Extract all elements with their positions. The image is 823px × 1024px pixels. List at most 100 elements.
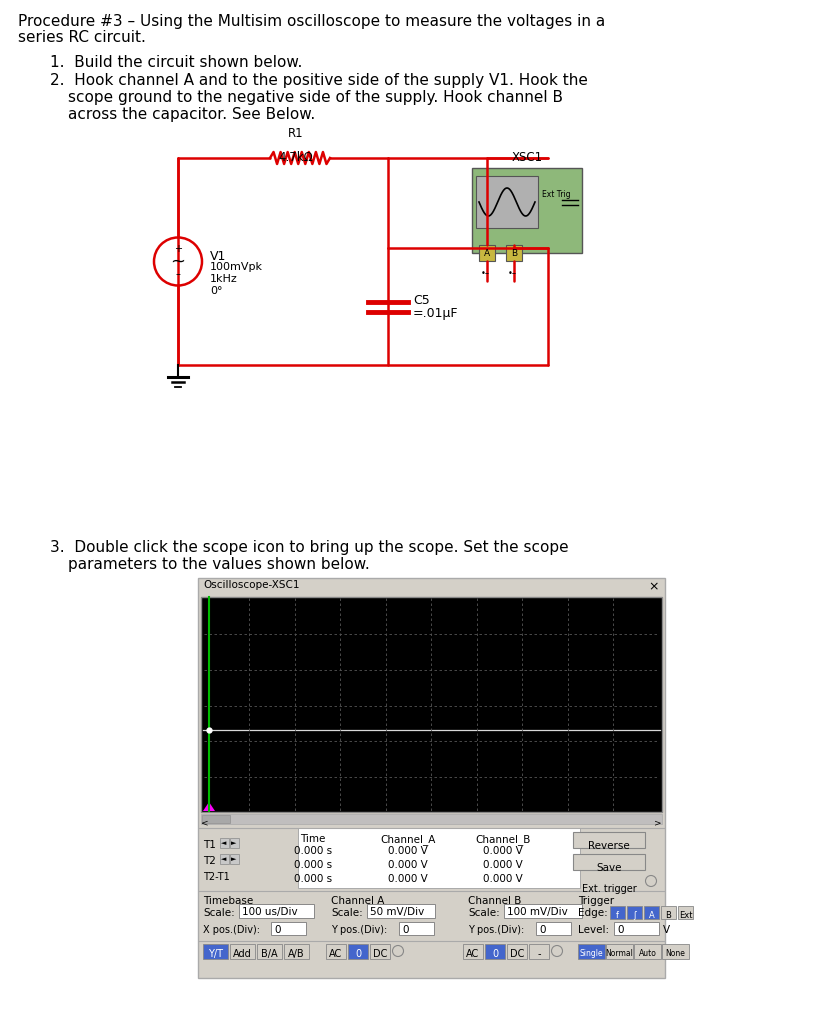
Text: 0.000 s: 0.000 s — [294, 860, 332, 870]
Text: A: A — [484, 250, 490, 258]
Text: 0°: 0° — [210, 286, 222, 296]
Text: <: < — [201, 818, 208, 827]
Text: 2.  Hook channel A and to the positive side of the supply V1. Hook the: 2. Hook channel A and to the positive si… — [50, 73, 588, 88]
Text: -: - — [537, 949, 541, 959]
Text: Time: Time — [300, 834, 326, 844]
FancyBboxPatch shape — [220, 838, 229, 848]
Text: Ext: Ext — [679, 911, 692, 920]
FancyBboxPatch shape — [536, 922, 571, 935]
FancyBboxPatch shape — [644, 906, 659, 919]
Text: Ext. trigger: Ext. trigger — [582, 884, 636, 894]
FancyBboxPatch shape — [578, 944, 605, 959]
FancyBboxPatch shape — [463, 944, 483, 959]
Text: 0.000 V: 0.000 V — [483, 846, 523, 856]
Text: 1kHz: 1kHz — [210, 274, 238, 285]
Text: AC: AC — [329, 949, 342, 959]
FancyBboxPatch shape — [606, 944, 633, 959]
Text: B/A: B/A — [261, 949, 278, 959]
FancyBboxPatch shape — [257, 944, 282, 959]
FancyBboxPatch shape — [230, 854, 239, 864]
Text: ►: ► — [231, 856, 236, 862]
FancyBboxPatch shape — [239, 904, 314, 918]
FancyBboxPatch shape — [201, 597, 662, 812]
FancyBboxPatch shape — [326, 944, 346, 959]
Text: A: A — [649, 911, 654, 920]
Text: Scale:: Scale: — [203, 908, 235, 918]
Text: DC: DC — [509, 949, 524, 959]
Text: Auto: Auto — [639, 949, 657, 958]
Text: >: > — [654, 818, 662, 827]
Text: Timebase: Timebase — [203, 896, 253, 906]
Text: 0.000 V: 0.000 V — [483, 874, 523, 884]
Text: Reverse: Reverse — [588, 841, 630, 851]
Text: Y pos.(Div):: Y pos.(Div): — [468, 925, 524, 935]
Text: 4.7kΩ: 4.7kΩ — [279, 151, 314, 164]
FancyBboxPatch shape — [573, 831, 645, 848]
Text: 100mVpk: 100mVpk — [210, 261, 263, 271]
FancyBboxPatch shape — [506, 245, 522, 261]
Text: scope ground to the negative side of the supply. Hook channel B: scope ground to the negative side of the… — [68, 90, 563, 105]
FancyBboxPatch shape — [203, 944, 228, 959]
FancyBboxPatch shape — [573, 854, 645, 870]
Text: 0: 0 — [617, 925, 624, 935]
Text: 0: 0 — [355, 949, 361, 959]
Text: Channel B: Channel B — [468, 896, 522, 906]
Text: 100 us/Div: 100 us/Div — [242, 907, 298, 918]
FancyBboxPatch shape — [202, 815, 230, 823]
Text: ×: × — [649, 580, 659, 593]
FancyBboxPatch shape — [367, 904, 435, 918]
Text: Ext Trig: Ext Trig — [542, 190, 570, 199]
Text: A/B: A/B — [288, 949, 305, 959]
Text: 0.000 V: 0.000 V — [388, 860, 428, 870]
Text: Scale:: Scale: — [331, 908, 363, 918]
Text: V: V — [663, 925, 670, 935]
Text: Scale:: Scale: — [468, 908, 500, 918]
FancyBboxPatch shape — [634, 944, 661, 959]
FancyBboxPatch shape — [472, 168, 582, 253]
Text: 0: 0 — [492, 949, 498, 959]
FancyBboxPatch shape — [610, 906, 625, 919]
FancyBboxPatch shape — [661, 906, 676, 919]
Text: ◄: ◄ — [221, 840, 226, 846]
FancyBboxPatch shape — [298, 828, 580, 888]
Text: •–: •– — [508, 268, 517, 278]
Text: 0: 0 — [402, 925, 408, 935]
FancyBboxPatch shape — [485, 944, 505, 959]
Text: 1.  Build the circuit shown below.: 1. Build the circuit shown below. — [50, 55, 302, 70]
Text: Trigger: Trigger — [578, 896, 614, 906]
Text: •–: •– — [481, 268, 490, 278]
Text: Channel_A: Channel_A — [380, 834, 435, 845]
Text: Single: Single — [579, 949, 603, 958]
Text: T1: T1 — [203, 840, 216, 850]
Text: Channel A: Channel A — [331, 896, 384, 906]
Text: –: – — [175, 269, 180, 280]
FancyBboxPatch shape — [230, 944, 255, 959]
FancyBboxPatch shape — [399, 922, 434, 935]
Text: Save: Save — [596, 863, 621, 873]
Text: V1: V1 — [210, 250, 226, 262]
Text: +: + — [174, 244, 182, 254]
Text: T2-T1: T2-T1 — [203, 872, 230, 882]
Text: ʃ: ʃ — [633, 911, 636, 920]
Text: Oscilloscope-XSC1: Oscilloscope-XSC1 — [203, 580, 300, 590]
FancyBboxPatch shape — [370, 944, 390, 959]
FancyBboxPatch shape — [662, 944, 689, 959]
Text: Add: Add — [233, 949, 252, 959]
Text: Normal: Normal — [606, 949, 634, 958]
FancyBboxPatch shape — [198, 578, 665, 978]
Text: 0.000 V: 0.000 V — [388, 846, 428, 856]
Text: 0: 0 — [274, 925, 281, 935]
FancyBboxPatch shape — [476, 176, 538, 228]
Text: series RC circuit.: series RC circuit. — [18, 30, 146, 45]
Text: =.01μF: =.01μF — [413, 307, 458, 321]
Text: XSC1: XSC1 — [511, 151, 542, 164]
FancyBboxPatch shape — [220, 854, 229, 864]
FancyBboxPatch shape — [678, 906, 693, 919]
FancyBboxPatch shape — [529, 944, 549, 959]
Text: 100 mV/Div: 100 mV/Div — [507, 907, 568, 918]
Text: R1: R1 — [288, 127, 304, 140]
Text: ►: ► — [231, 840, 236, 846]
Text: 0: 0 — [539, 925, 546, 935]
Text: 3.  Double click the scope icon to bring up the scope. Set the scope: 3. Double click the scope icon to bring … — [50, 540, 569, 555]
Text: 50 mV/Div: 50 mV/Div — [370, 907, 424, 918]
